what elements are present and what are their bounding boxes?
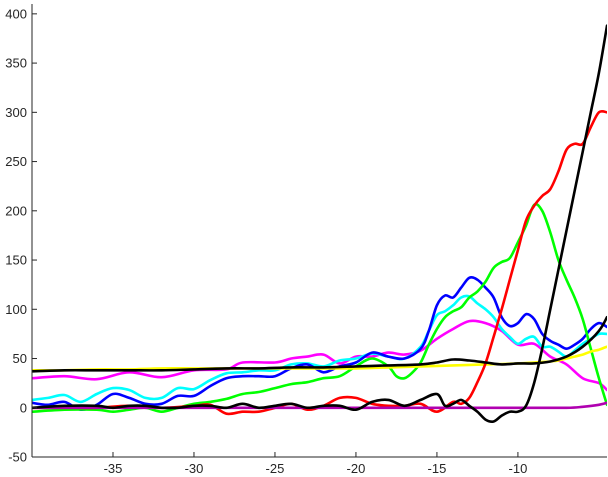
y-tick-label: 0 [20,400,27,415]
x-tick-label: -10 [509,461,528,476]
y-tick-label: -50 [8,450,27,465]
series-line-blue [32,276,607,412]
series-line-purple [32,401,607,410]
x-tick-label: -35 [104,461,123,476]
series-line-yellow [32,345,607,372]
y-tick-label: 350 [5,56,27,71]
series-line-red [32,109,607,416]
y-tick-label: 400 [5,6,27,21]
x-tick-label: -15 [428,461,447,476]
axes: -50 0 50 100 150 200 250 300 350 400 -35 -30 -25 -20 -… [5,4,607,476]
x-tick-label: -30 [185,461,204,476]
y-tick-label: 200 [5,203,27,218]
series-line-cyan [32,294,607,404]
y-tick-label: 250 [5,154,27,169]
y-tick-label: 300 [5,105,27,120]
y-tick-label: 100 [5,302,27,317]
y-tick-label: 150 [5,253,27,268]
x-tick-label: -25 [266,461,285,476]
x-tick-label: -20 [347,461,366,476]
y-tick-label: 50 [13,351,27,366]
series-line-black-flat [32,315,607,373]
series-line-green [32,202,607,413]
series-line-black-rising [32,24,607,424]
plot-lines [32,24,607,424]
